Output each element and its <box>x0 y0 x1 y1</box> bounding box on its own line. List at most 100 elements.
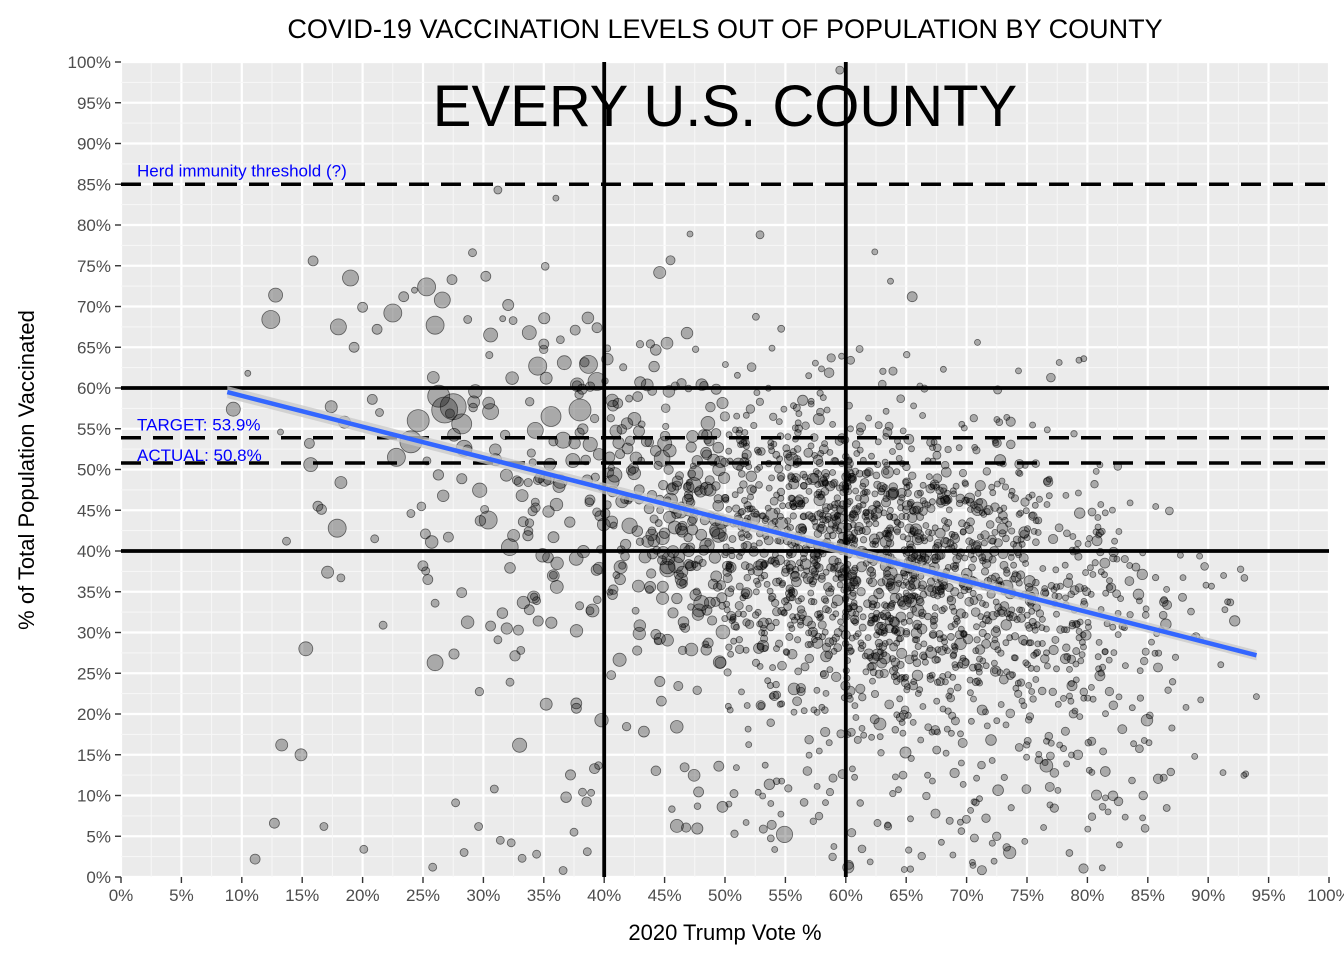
data-point <box>879 367 887 375</box>
data-point <box>969 833 979 843</box>
data-point <box>984 632 991 640</box>
data-point <box>1074 507 1086 519</box>
data-point <box>868 612 875 620</box>
data-point <box>798 595 805 603</box>
data-point <box>1182 704 1190 711</box>
data-point <box>398 291 410 303</box>
data-point <box>804 735 814 745</box>
data-point <box>1086 535 1093 542</box>
data-point <box>788 625 796 632</box>
data-point <box>654 676 666 687</box>
data-point <box>540 262 550 271</box>
data-point <box>1146 711 1154 720</box>
data-point <box>880 509 888 517</box>
data-point <box>751 658 761 667</box>
data-point <box>780 609 788 616</box>
data-point <box>371 323 383 335</box>
data-point <box>692 587 701 596</box>
data-point <box>700 416 716 431</box>
data-point <box>508 316 518 325</box>
data-point <box>877 648 884 656</box>
data-point <box>609 521 618 530</box>
data-point <box>902 578 910 586</box>
data-point <box>675 471 684 480</box>
data-point <box>638 725 650 738</box>
data-point <box>646 568 657 579</box>
data-point <box>1104 808 1112 816</box>
data-point <box>856 561 868 573</box>
data-point <box>893 677 901 686</box>
data-point <box>990 627 1001 638</box>
data-point <box>427 384 451 408</box>
data-point <box>1094 514 1102 521</box>
data-point <box>900 618 908 626</box>
data-point <box>493 635 503 645</box>
data-point <box>716 580 726 591</box>
data-point <box>957 737 968 748</box>
data-point <box>882 407 890 415</box>
data-point <box>575 601 585 611</box>
data-point <box>1023 753 1030 761</box>
data-point <box>1025 682 1033 689</box>
data-point <box>752 565 764 577</box>
data-point <box>1101 648 1109 656</box>
data-point <box>1005 520 1012 528</box>
data-point <box>1044 731 1054 741</box>
data-point <box>1054 700 1062 708</box>
data-point <box>908 445 915 453</box>
data-point <box>758 824 768 834</box>
data-point <box>816 614 824 622</box>
reference-line-label: Herd immunity threshold (?) <box>137 161 347 180</box>
data-point <box>1126 499 1134 507</box>
data-point <box>621 721 632 732</box>
data-point <box>650 765 662 777</box>
data-point <box>704 539 712 547</box>
data-point <box>1076 618 1084 626</box>
data-point <box>1052 566 1060 574</box>
data-point <box>940 460 950 470</box>
data-point <box>336 573 346 583</box>
data-point <box>692 685 702 696</box>
data-point <box>861 526 871 536</box>
data-point <box>1031 501 1039 509</box>
data-point <box>857 645 865 652</box>
data-point <box>1067 590 1075 598</box>
data-point <box>549 570 558 580</box>
x-axis-ticks: 0% 5% 10% 15% 20% 25% 30% 35% 40% 45% 50% 55% 60% 65%… <box>109 877 1344 905</box>
data-point <box>1034 755 1044 765</box>
data-point <box>1135 744 1144 754</box>
data-point <box>753 389 761 397</box>
data-point <box>1054 523 1064 533</box>
data-point <box>474 515 487 527</box>
data-point <box>829 469 836 476</box>
data-point <box>985 734 997 746</box>
data-point <box>1200 562 1209 571</box>
data-point <box>947 633 955 641</box>
y-tick-label: 40% <box>77 542 111 561</box>
x-tick-label: 15% <box>285 886 319 905</box>
data-point <box>700 446 712 459</box>
data-point <box>901 675 908 682</box>
data-point <box>737 530 745 538</box>
data-point <box>766 587 774 595</box>
data-point <box>961 479 969 487</box>
data-point <box>644 581 657 593</box>
data-point <box>1140 714 1154 727</box>
data-point <box>961 814 971 824</box>
data-point <box>965 537 973 545</box>
data-point <box>1122 662 1129 669</box>
data-point <box>1011 494 1019 503</box>
data-point <box>294 748 308 762</box>
data-point <box>788 588 796 596</box>
data-point <box>857 844 867 854</box>
data-point <box>625 394 634 403</box>
data-point <box>910 605 917 613</box>
data-point <box>406 409 430 433</box>
data-point <box>1095 531 1102 539</box>
data-point <box>1141 647 1150 656</box>
data-point <box>788 500 796 508</box>
y-axis-title: % of Total Population Vaccinated <box>14 310 39 630</box>
data-point <box>974 338 981 346</box>
y-tick-label: 90% <box>77 135 111 154</box>
data-point <box>862 508 870 516</box>
